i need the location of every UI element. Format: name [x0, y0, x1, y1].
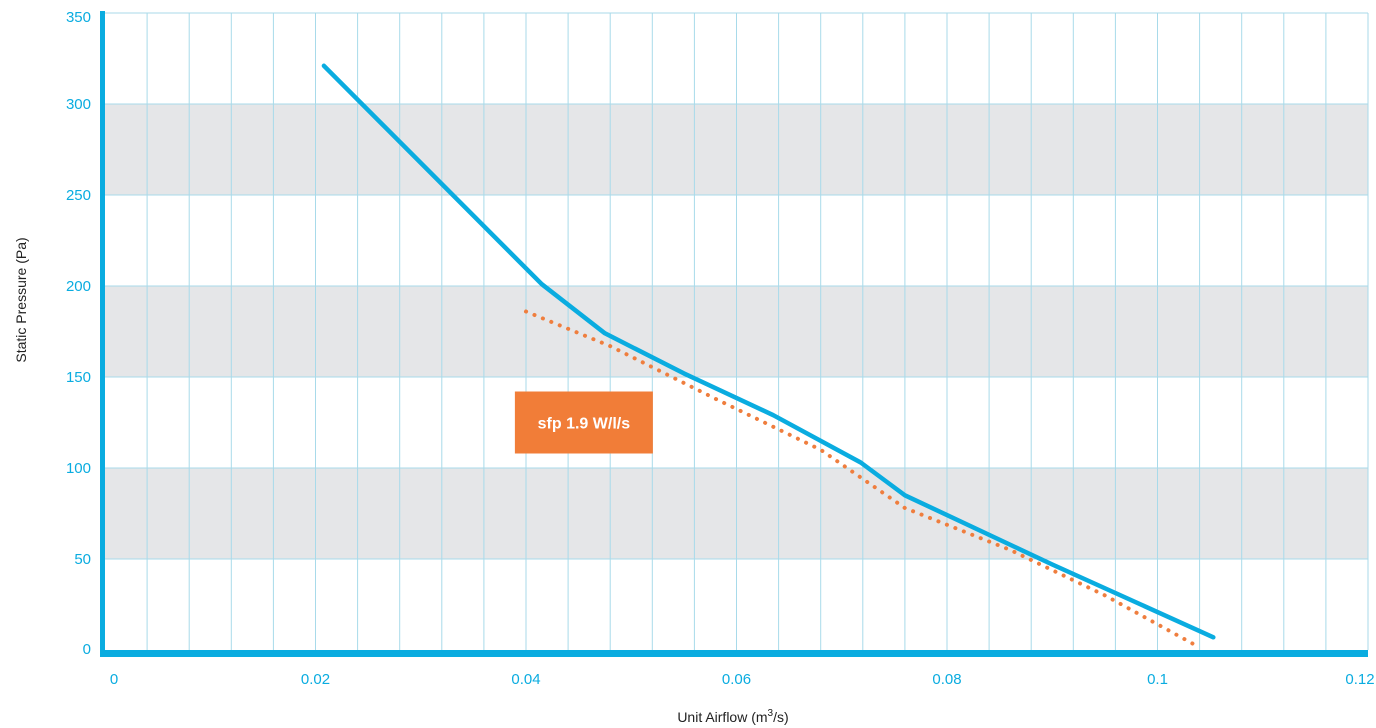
x-axis-line — [100, 650, 1368, 657]
x-tick-label: 0.12 — [1345, 671, 1374, 688]
y-tick-label: 200 — [66, 278, 91, 295]
y-tick-label: 0 — [83, 641, 91, 658]
y-tick-label: 250 — [66, 187, 91, 204]
x-tick-label: 0.08 — [932, 671, 961, 688]
series-layer — [321, 63, 1216, 647]
y-axis-title: Static Pressure (Pa) — [13, 237, 29, 362]
x-tick-label: 0.04 — [511, 671, 540, 688]
axes — [100, 11, 1368, 657]
x-tick-label: 0.06 — [722, 671, 751, 688]
y-tick-label: 100 — [66, 460, 91, 477]
annotation-box — [514, 391, 653, 454]
sfp-dotted-line — [524, 309, 1197, 647]
x-axis-title-suffix: /s) — [773, 709, 789, 725]
annotation-layer: sfp 1.9 W/l/s — [514, 391, 653, 454]
tick-labels: 0 0.02 0.04 0.06 0.08 0.1 0.12 0 50 100 150 200 250 3… — [66, 9, 1375, 688]
y-axis-line — [100, 11, 105, 657]
annotation-label: sfp 1.9 W/l/s — [538, 416, 631, 433]
y-tick-label: 150 — [66, 369, 91, 386]
y-tick-label: 350 — [66, 9, 91, 26]
x-axis-title: Unit Airflow (m3/s) — [677, 708, 788, 725]
x-axis-title-main: Unit Airflow (m — [677, 709, 767, 725]
grid-lines — [105, 12, 1369, 650]
y-tick-label: 50 — [74, 551, 91, 568]
x-axis-title-superscript: 3 — [768, 708, 774, 719]
x-tick-label: 0 — [110, 671, 118, 688]
pressure-curve-line — [321, 63, 1216, 640]
x-tick-label: 0.02 — [301, 671, 330, 688]
y-tick-label: 300 — [66, 96, 91, 113]
x-tick-label: 0.1 — [1147, 671, 1168, 688]
